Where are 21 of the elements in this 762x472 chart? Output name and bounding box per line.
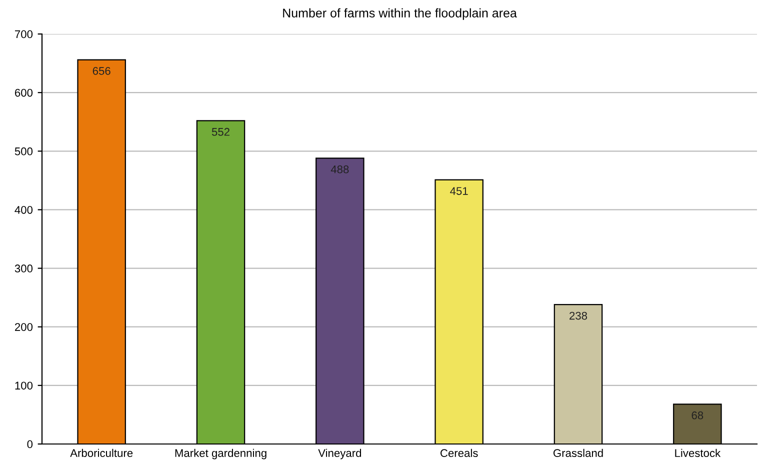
x-tick-label: Livestock — [675, 448, 721, 458]
data-label: 488 — [330, 165, 349, 174]
x-tick-label: Arboriculture — [70, 448, 133, 458]
y-tick-label: 200 — [14, 323, 33, 331]
y-tick-label: 300 — [14, 264, 33, 272]
y-tick-label: 500 — [14, 147, 33, 156]
y-tick-label: 700 — [15, 30, 33, 38]
x-tick-label: Vineyard — [318, 448, 362, 460]
chart-title: Number of farms within the floodplain area — [283, 8, 517, 20]
x-tick-label: Market gardenning — [175, 448, 266, 460]
y-tick-label: 0 — [27, 440, 33, 448]
y-tick-label: 400 — [14, 206, 33, 214]
x-tick-label: Cereals — [440, 448, 478, 458]
data-label: 68 — [692, 411, 704, 420]
data-label: 552 — [212, 128, 230, 136]
data-label: 656 — [92, 67, 110, 75]
x-tick-label: Grassland — [553, 448, 603, 458]
data-label: 238 — [570, 312, 588, 320]
data-label: 451 — [450, 187, 468, 195]
y-tick-label: 600 — [15, 88, 33, 97]
y-tick-label: 100 — [15, 382, 33, 390]
